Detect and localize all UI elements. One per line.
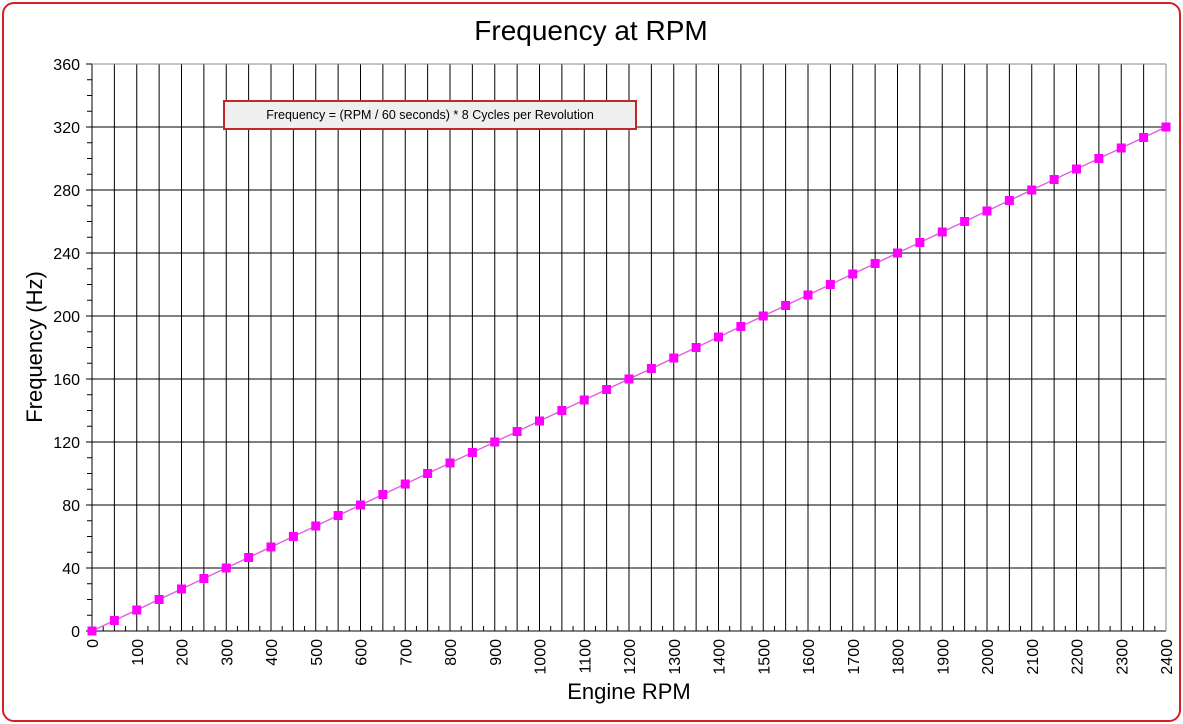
- data-point: [177, 584, 186, 594]
- y-axis-label: Frequency (Hz): [22, 271, 47, 423]
- annotation-box: [223, 100, 637, 130]
- y-tick-label: 320: [53, 120, 80, 137]
- data-point: [400, 479, 410, 489]
- data-point: [1072, 164, 1081, 174]
- data-point: [378, 489, 388, 499]
- data-point: [781, 300, 791, 310]
- data-point: [982, 206, 992, 216]
- data-point: [691, 343, 701, 352]
- data-point: [221, 563, 231, 573]
- data-point: [333, 511, 343, 521]
- data-point: [825, 280, 835, 289]
- y-tick-label: 360: [53, 57, 80, 74]
- y-tick-label: 80: [62, 498, 80, 515]
- data-point: [132, 605, 142, 615]
- data-point: [714, 332, 723, 342]
- x-tick-label: 1000: [533, 639, 550, 675]
- x-tick-label: 2300: [1114, 639, 1131, 675]
- data-point: [758, 311, 768, 321]
- x-tick-label: 600: [354, 639, 371, 666]
- data-point: [288, 532, 298, 541]
- chart-title: Frequency at RPM: [474, 15, 707, 46]
- data-point: [602, 385, 612, 395]
- x-tick-label: 2100: [1025, 639, 1042, 675]
- data-point: [1116, 143, 1126, 153]
- y-tick-label: 160: [53, 372, 80, 389]
- x-tick-label: 200: [175, 639, 192, 666]
- data-point: [937, 227, 947, 237]
- y-tick-label: 240: [53, 246, 80, 263]
- x-tick-label: 900: [488, 639, 505, 666]
- data-point: [624, 374, 634, 384]
- y-tick-label: 280: [53, 183, 80, 200]
- data-point: [557, 406, 567, 415]
- x-tick-label: 700: [398, 639, 415, 666]
- x-tick-label: 1700: [846, 639, 863, 675]
- data-point: [870, 259, 880, 269]
- x-tick-label: 0: [85, 639, 102, 648]
- x-tick-label: 1500: [756, 639, 773, 675]
- x-tick-label: 1600: [801, 639, 818, 675]
- x-tick-label: 1200: [622, 639, 639, 675]
- x-tick-label: 100: [130, 639, 147, 666]
- data-point: [423, 469, 433, 478]
- x-tick-label: 300: [219, 639, 236, 666]
- data-point: [736, 322, 746, 332]
- x-tick-label: 400: [264, 639, 281, 666]
- data-point: [960, 217, 970, 226]
- data-point: [467, 448, 477, 458]
- data-point: [356, 500, 365, 510]
- y-tick-label: 40: [62, 561, 80, 578]
- x-tick-label: 1100: [577, 639, 594, 674]
- data-point: [893, 248, 902, 258]
- data-point: [490, 437, 500, 447]
- data-point: [1094, 154, 1104, 163]
- annotation-text: Frequency = (RPM / 60 seconds) * 8 Cycle…: [266, 108, 594, 122]
- data-point: [1139, 133, 1149, 143]
- data-point: [803, 290, 813, 300]
- data-point: [244, 552, 254, 562]
- data-point: [1049, 174, 1059, 184]
- data-point: [646, 363, 656, 373]
- x-tick-label: 2200: [1070, 639, 1087, 675]
- data-point: [1004, 196, 1014, 206]
- data-point: [311, 521, 321, 531]
- data-point: [1027, 185, 1037, 195]
- y-tick-label: 200: [53, 309, 80, 326]
- data-point: [445, 458, 455, 468]
- x-tick-label: 1400: [712, 639, 729, 675]
- data-point: [1161, 122, 1171, 132]
- data-point: [109, 615, 119, 625]
- data-point: [154, 595, 164, 604]
- x-axis-label: Engine RPM: [567, 679, 691, 704]
- data-point: [199, 574, 209, 584]
- x-tick-label: 2000: [980, 639, 997, 675]
- data-point: [915, 237, 925, 247]
- data-point: [87, 626, 97, 636]
- data-point: [512, 426, 522, 436]
- y-tick-label: 0: [71, 624, 80, 641]
- x-tick-label: 1900: [935, 639, 952, 675]
- x-tick-label: 500: [309, 639, 326, 666]
- y-tick-label: 120: [53, 435, 80, 452]
- x-tick-label: 1300: [667, 639, 684, 675]
- x-tick-label: 800: [443, 639, 460, 666]
- data-point: [579, 395, 589, 405]
- x-tick-label: 1800: [891, 639, 908, 675]
- data-point: [669, 353, 679, 363]
- data-point: [848, 269, 858, 279]
- data-point: [266, 542, 276, 552]
- data-point: [535, 416, 544, 426]
- x-tick-label: 2400: [1159, 639, 1176, 675]
